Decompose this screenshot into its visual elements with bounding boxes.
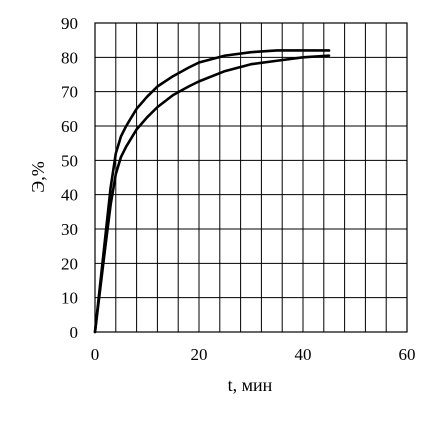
x-tick-label: 20 [191,345,208,364]
series-line-1 [93,49,331,334]
x-tick-labels: 0 20 40 60 [91,345,416,364]
series-lines [93,49,331,334]
y-tick-label: 30 [61,220,78,239]
x-axis-title: t, мин [228,375,273,395]
y-tick-label: 50 [61,151,78,170]
y-tick-label: 80 [61,48,78,67]
y-tick-label: 70 [61,83,78,102]
series-line-2 [93,54,331,334]
y-axis-title: Э,% [28,161,48,192]
y-tick-label: 10 [61,289,78,308]
x-tick-label: 40 [295,345,312,364]
grid [94,22,408,333]
x-tick-label: 60 [399,345,416,364]
x-tick-label: 0 [91,345,100,364]
y-tick-label: 40 [61,186,78,205]
y-tick-label: 0 [70,323,79,342]
y-tick-label: 20 [61,254,78,273]
y-tick-labels: 0 10 20 30 40 50 60 70 80 90 [61,14,78,342]
plot-frame [94,22,408,333]
y-tick-label: 90 [61,14,78,33]
y-tick-label: 60 [61,117,78,136]
